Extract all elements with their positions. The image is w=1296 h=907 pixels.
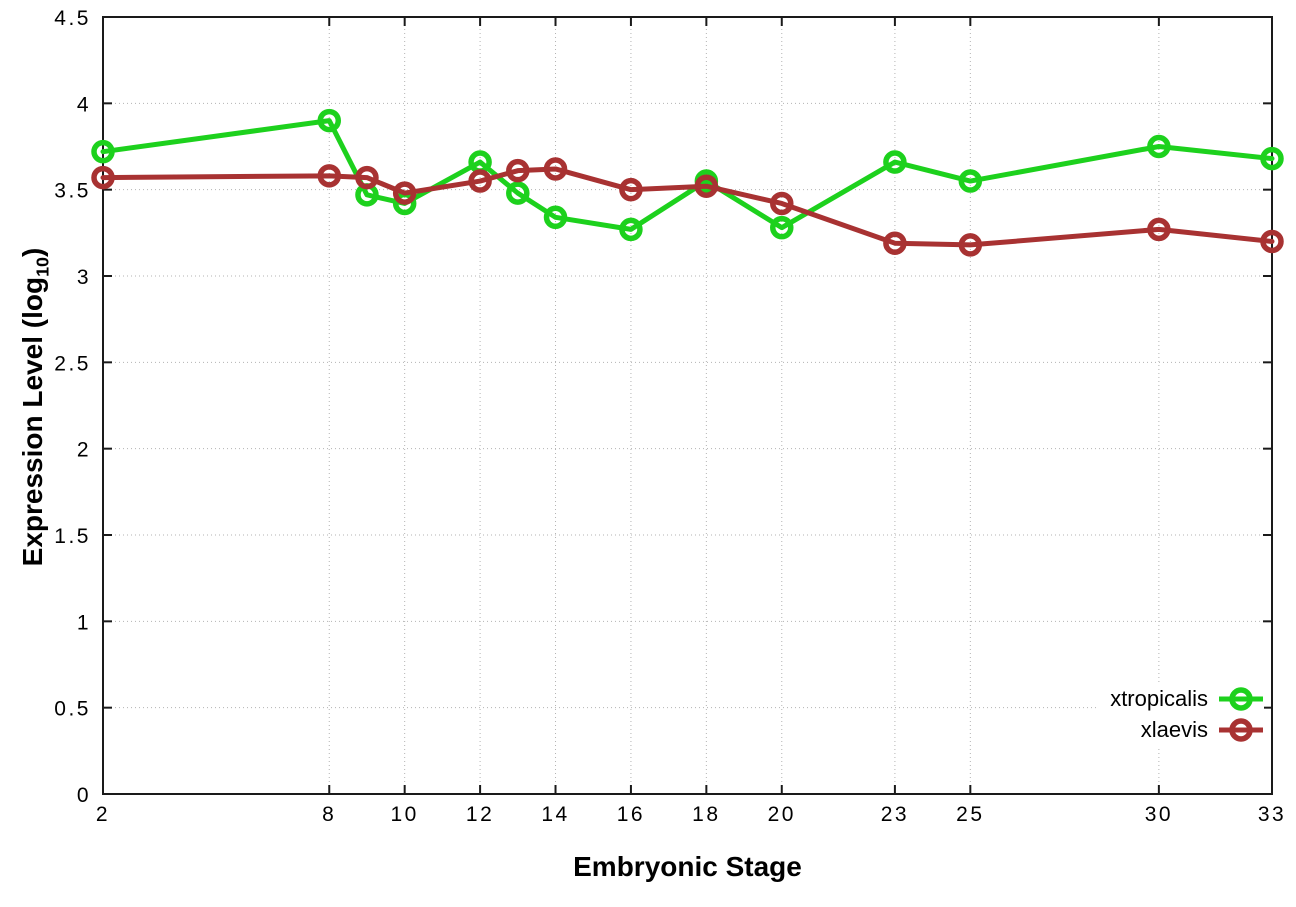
y-axis-title-subscript: 10 xyxy=(32,257,53,277)
data-point-xlaevis xyxy=(619,177,643,202)
data-point-xlaevis xyxy=(317,164,342,188)
y-tick-label: 0.5 xyxy=(54,698,91,721)
data-point-xtropicalis xyxy=(883,150,907,174)
data-point-xlaevis xyxy=(506,158,530,183)
series-line-xlaevis xyxy=(100,166,1275,248)
legend: xtropicalis xlaevis xyxy=(1098,683,1264,746)
data-point-xtropicalis xyxy=(1147,134,1171,159)
data-point-xlaevis xyxy=(91,165,115,190)
data-point-xtropicalis xyxy=(91,139,115,164)
data-point-xlaevis xyxy=(543,157,568,181)
x-axis-title: Embryonic Stage xyxy=(573,851,802,882)
x-tick-label: 33 xyxy=(1258,803,1286,826)
x-tick-label: 8 xyxy=(322,803,336,826)
data-point-xtropicalis xyxy=(958,169,983,193)
legend-marker-circle-icon xyxy=(1219,687,1263,711)
y-tick-label: 0 xyxy=(77,784,91,807)
y-tick-label: 3.5 xyxy=(54,180,91,203)
legend-label-xlaevis: xlaevis xyxy=(1140,717,1208,742)
data-point-xlaevis xyxy=(355,165,379,190)
x-tick-label: 2 xyxy=(96,803,110,826)
x-tick-label: 20 xyxy=(768,803,796,826)
data-point-xtropicalis xyxy=(619,217,643,242)
data-point-xlaevis xyxy=(392,181,417,205)
data-point-xlaevis xyxy=(1147,217,1171,242)
legend-marker-circle-icon xyxy=(1219,718,1263,742)
y-tick-label: 1 xyxy=(77,611,91,634)
data-point-xlaevis xyxy=(468,169,492,193)
data-point-xlaevis xyxy=(958,233,983,257)
y-axis-title-close: ) xyxy=(17,247,48,257)
legend-entry-xlaevis: xlaevis xyxy=(1141,716,1264,744)
data-point-xtropicalis xyxy=(770,215,794,240)
y-tick-label: 4.5 xyxy=(54,7,91,30)
legend-entry-xtropicalis: xtropicalis xyxy=(1110,685,1264,713)
data-point-xlaevis xyxy=(770,191,794,216)
y-tick-label: 2.5 xyxy=(54,352,91,375)
y-tick-label: 3 xyxy=(77,266,91,289)
x-tick-label: 30 xyxy=(1145,803,1173,826)
y-axis-title: Expression Level (log10) xyxy=(17,2,53,812)
data-point-xlaevis xyxy=(883,231,907,255)
x-tick-label: 18 xyxy=(692,803,720,826)
data-point-xtropicalis xyxy=(543,205,568,230)
data-point-xlaevis xyxy=(694,174,719,198)
y-tick-label: 1.5 xyxy=(54,525,91,548)
data-point-xtropicalis xyxy=(317,108,342,133)
y-tick-label: 4 xyxy=(77,93,91,116)
y-tick-label: 2 xyxy=(77,439,91,462)
x-tick-label: 12 xyxy=(466,803,494,826)
x-tick-label: 16 xyxy=(617,803,645,826)
data-point-xtropicalis xyxy=(506,181,530,205)
plot-border xyxy=(102,16,1273,795)
legend-label-xtropicalis: xtropicalis xyxy=(1110,686,1208,711)
x-tick-label: 23 xyxy=(881,803,909,826)
x-tick-label: 25 xyxy=(956,803,984,826)
data-point-xlaevis xyxy=(1260,229,1284,254)
x-tick-label: 14 xyxy=(541,803,569,826)
data-point-xtropicalis xyxy=(1260,146,1284,171)
x-tick-label: 10 xyxy=(390,803,418,826)
y-axis-title-text: Expression Level (log xyxy=(17,276,48,567)
